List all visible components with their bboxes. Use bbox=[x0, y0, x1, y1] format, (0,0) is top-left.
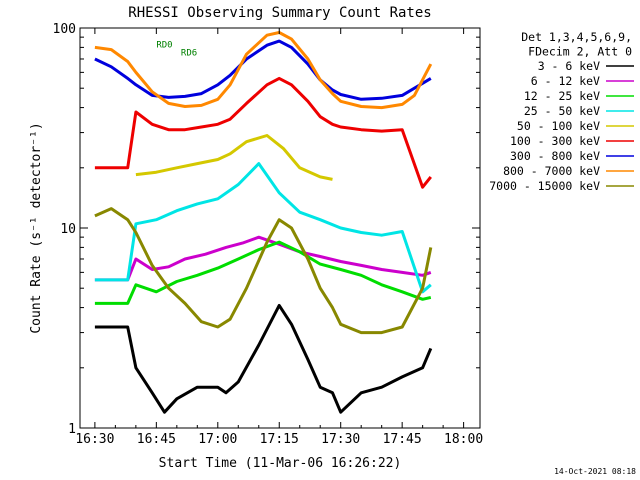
annotation-label: RD0 bbox=[156, 40, 172, 50]
x-tick-label: 17:15 bbox=[260, 432, 299, 447]
y-tick-label: 10 bbox=[60, 222, 76, 237]
legend-header-line: Det 1,3,4,5,6,9, bbox=[521, 30, 632, 44]
x-tick-label: 17:30 bbox=[321, 432, 360, 447]
series-line-0 bbox=[94, 303, 433, 414]
legend-header-line: FDecim 2, Att 0 bbox=[528, 45, 632, 59]
y-tick-label: 100 bbox=[53, 22, 76, 37]
series-line-5 bbox=[94, 76, 432, 189]
legend-label: 300 - 800 keV bbox=[510, 149, 600, 163]
axis-layer: 16:30 16:45 17:00 17:15 17:30 17:45 18:00 1 10 10… bbox=[53, 22, 484, 447]
legend-label: 7000 - 15000 keV bbox=[489, 179, 600, 193]
series-line-4 bbox=[135, 134, 333, 181]
x-tick-label: 16:30 bbox=[75, 432, 114, 447]
x-tick-label: 17:00 bbox=[198, 432, 237, 447]
legend-label: 3 - 6 keV bbox=[538, 59, 600, 73]
series-line-1 bbox=[94, 235, 432, 282]
x-tick-label: 16:45 bbox=[137, 432, 176, 447]
legend-label: 800 - 7000 keV bbox=[503, 164, 600, 178]
y-tick-label: 1 bbox=[68, 422, 76, 437]
series-layer bbox=[94, 31, 433, 414]
x-axis-label: Start Time (11-Mar-06 16:26:22) bbox=[159, 456, 402, 471]
legend-label: 100 - 300 keV bbox=[510, 134, 600, 148]
series-line-3 bbox=[94, 162, 432, 294]
annotation-layer: RD0 RD6 bbox=[156, 40, 197, 58]
series-line-7 bbox=[94, 31, 433, 110]
legend: Det 1,3,4,5,6,9,FDecim 2, Att 03 - 6 keV… bbox=[489, 30, 634, 193]
x-tick-label: 18:00 bbox=[444, 432, 483, 447]
series-line-6 bbox=[94, 39, 432, 101]
legend-label: 6 - 12 keV bbox=[531, 74, 600, 88]
legend-label: 12 - 25 keV bbox=[524, 89, 600, 103]
footer-date: 14-Oct-2021 08:18 bbox=[554, 467, 636, 476]
series-line-8 bbox=[94, 207, 433, 335]
x-tick-label: 17:45 bbox=[383, 432, 422, 447]
chart-title: RHESSI Observing Summary Count Rates bbox=[128, 5, 431, 21]
series-line-2 bbox=[94, 240, 432, 305]
legend-label: 25 - 50 keV bbox=[524, 104, 600, 118]
y-axis-label: Count Rate (s⁻¹ detector⁻¹) bbox=[29, 122, 44, 333]
annotation-label: RD6 bbox=[181, 48, 197, 58]
legend-label: 50 - 100 keV bbox=[517, 119, 600, 133]
